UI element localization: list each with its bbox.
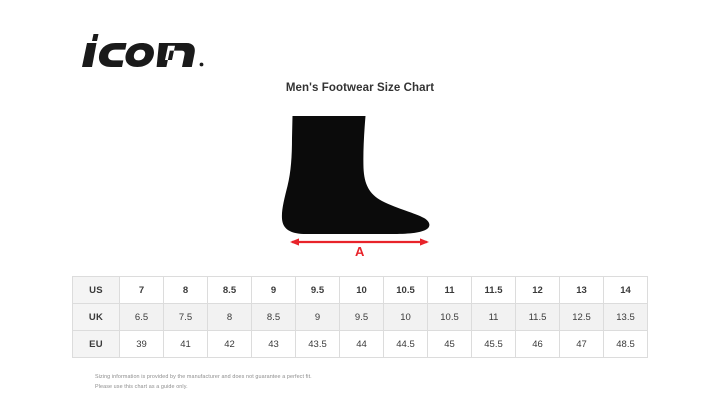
cell-uk-3: 8.5 [251,303,296,331]
cell-us-1: 8 [163,276,208,304]
cell-uk-1: 7.5 [163,303,208,331]
size-chart-table: US 7 8 8.5 9 9.5 10 10.5 11 11.5 12 13 1… [72,276,648,358]
cell-us-3: 9 [251,276,296,304]
disclaimer-line-1: Sizing information is provided by the ma… [95,374,312,380]
cell-eu-8: 45.5 [471,330,516,358]
page-title: Men's Footwear Size Chart [285,82,435,94]
table-row-eu: EU 39 41 42 43 43.5 44 44.5 45 45.5 46 4… [72,330,648,358]
cell-uk-0: 6.5 [119,303,164,331]
cell-us-0: 7 [119,276,164,304]
cell-us-8: 11.5 [471,276,516,304]
table-row-us: US 7 8 8.5 9 9.5 10 10.5 11 11.5 12 13 1… [72,276,648,304]
cell-eu-2: 42 [207,330,252,358]
cell-uk-2: 8 [207,303,252,331]
cell-uk-4: 9 [295,303,340,331]
row-label-eu: EU [72,330,120,358]
cell-uk-11: 13.5 [603,303,648,331]
row-label-uk: UK [72,303,120,331]
cell-uk-10: 12.5 [559,303,604,331]
cell-uk-9: 11.5 [515,303,560,331]
cell-eu-10: 47 [559,330,604,358]
cell-eu-4: 43.5 [295,330,340,358]
cell-us-5: 10 [339,276,384,304]
cell-eu-7: 45 [427,330,472,358]
cell-uk-8: 11 [471,303,516,331]
cell-eu-11: 48.5 [603,330,648,358]
disclaimer-line-2: Please use this chart as a guide only. [95,384,188,390]
cell-uk-5: 9.5 [339,303,384,331]
foot-side-silhouette [270,112,450,260]
cell-eu-5: 44 [339,330,384,358]
cell-us-2: 8.5 [207,276,252,304]
cell-uk-6: 10 [383,303,428,331]
cell-us-9: 12 [515,276,560,304]
cell-uk-7: 10.5 [427,303,472,331]
cell-eu-1: 41 [163,330,208,358]
cell-us-10: 13 [559,276,604,304]
cell-us-7: 11 [427,276,472,304]
cell-us-11: 14 [603,276,648,304]
table-row-uk: UK 6.5 7.5 8 8.5 9 9.5 10 10.5 11 11.5 1… [72,303,648,331]
row-label-us: US [72,276,120,304]
disclaimer-footnote: Sizing information is provided by the ma… [95,372,312,392]
cell-eu-0: 39 [119,330,164,358]
cell-eu-9: 46 [515,330,560,358]
measure-label-a: A [355,244,365,259]
brand-logo [68,30,218,72]
cell-eu-6: 44.5 [383,330,428,358]
cell-us-6: 10.5 [383,276,428,304]
cell-eu-3: 43 [251,330,296,358]
cell-us-4: 9.5 [295,276,340,304]
